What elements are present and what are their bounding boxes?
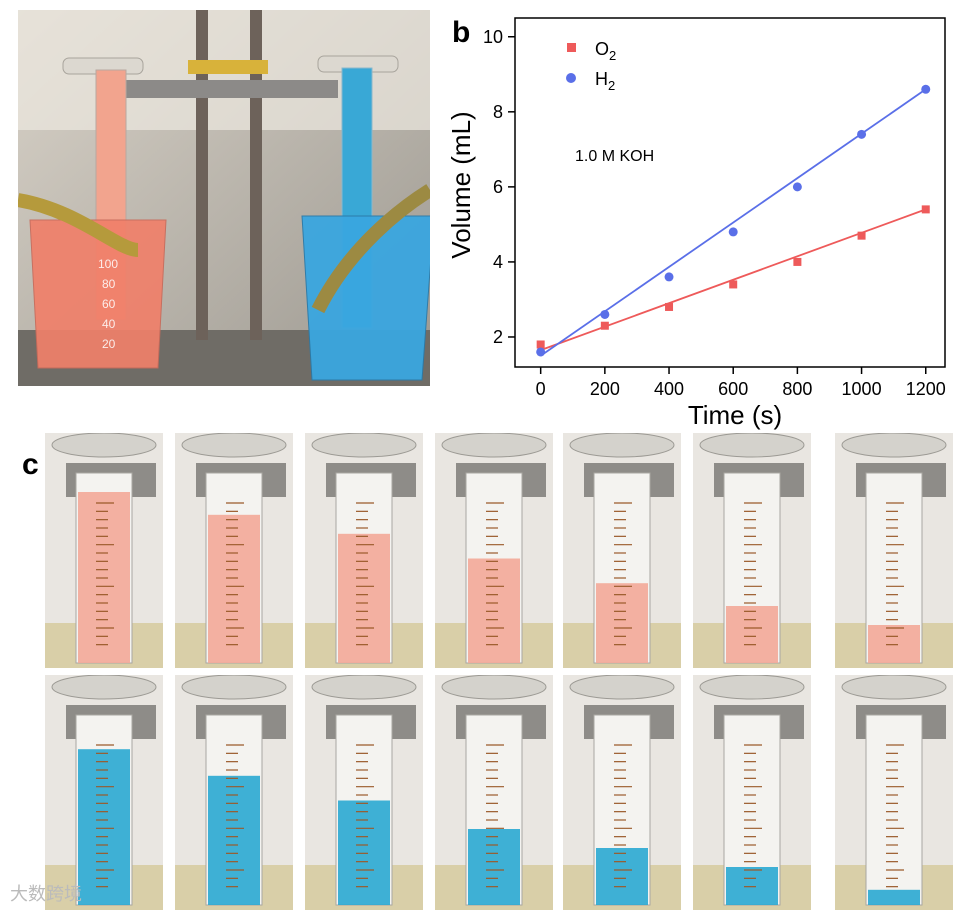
x-tick-label: 400 (654, 379, 684, 399)
y-tick-label: 4 (493, 252, 503, 272)
legend-label-h2: H2 (595, 69, 615, 93)
o2-tube-photo (175, 433, 293, 668)
x-tick-label: 200 (590, 379, 620, 399)
data-point-h2 (921, 84, 931, 94)
data-point-h2 (600, 309, 610, 319)
o2-tube-photo (563, 433, 681, 668)
y-tick-label: 2 (493, 327, 503, 347)
liquid-column (726, 606, 778, 663)
legend-label-o2: O2 (595, 39, 616, 63)
x-tick-label: 1000 (842, 379, 882, 399)
data-point-o2 (665, 302, 674, 311)
o2-tube-photo (835, 433, 953, 668)
x-tick-label: 1200 (906, 379, 946, 399)
beaker-scale-label: 40 (102, 317, 116, 331)
plot-area-frame (514, 17, 946, 368)
x-tick-label: 0 (536, 379, 546, 399)
data-point-o2 (729, 280, 738, 289)
o2-tube-photo (305, 433, 423, 668)
data-point-o2 (536, 340, 545, 349)
data-point-o2 (921, 205, 930, 214)
stand-rod-left (196, 10, 208, 340)
data-point-h2 (728, 227, 738, 237)
h2-tube-photo (835, 675, 953, 910)
o2-tube-photo (45, 433, 163, 668)
tube-left (18, 193, 139, 257)
chart-annotation: 1.0 M KOH (575, 148, 654, 165)
volume-time-chart: 0 200 400 600 800 1000 1200 2 4 6 8 10 Time (s) Vol… (446, 17, 946, 430)
data-point-h2 (536, 347, 546, 357)
beaker-scale-label: 80 (102, 277, 116, 291)
h2-tube-photo (693, 675, 811, 910)
beaker-scale-label: 100 (98, 257, 118, 271)
y-tick-label: 8 (493, 102, 503, 122)
beaker-o2 (29, 219, 167, 369)
tube-right (311, 184, 430, 314)
data-point-h2 (792, 182, 802, 192)
y-tick-label: 6 (493, 177, 503, 197)
legend-marker-h2 (566, 73, 576, 83)
liquid-column (596, 583, 648, 663)
y-tick-label: 10 (483, 27, 503, 47)
h2-tube-photo (175, 675, 293, 910)
h2-tube-photo (563, 675, 681, 910)
o2-tube-photo (693, 433, 811, 668)
beaker-scale-label: 60 (102, 297, 116, 311)
h2-tube-photo (305, 675, 423, 910)
data-point-h2 (857, 129, 867, 139)
o2-tube-photo (435, 433, 553, 668)
data-point-o2 (857, 231, 866, 240)
data-point-h2 (664, 272, 674, 282)
liquid-column (868, 889, 920, 905)
clamp-bar (108, 80, 338, 98)
h2-tube-photo (45, 675, 163, 910)
liquid-column (868, 625, 920, 663)
electrolysis-setup-photo: 100 80 60 40 20 (18, 10, 430, 386)
data-point-o2 (793, 257, 802, 266)
x-tick-label: 600 (718, 379, 748, 399)
y-axis-label: Volume (mL) (446, 111, 476, 258)
panel-label-b: b (452, 16, 471, 49)
liquid-column (78, 749, 130, 905)
panel-label-c: c (22, 448, 39, 481)
liquid-column (726, 867, 778, 905)
liquid-column (468, 829, 520, 905)
legend-marker-o2 (567, 43, 576, 52)
stand-rod-right (250, 10, 262, 340)
beaker-scale-label: 20 (102, 337, 116, 351)
data-point-o2 (600, 321, 609, 330)
liquid-column (596, 848, 648, 905)
liquid-column (338, 533, 390, 663)
fit-line-h2 (540, 88, 927, 357)
liquid-column (208, 775, 260, 905)
h2-tube-photo (435, 675, 553, 910)
x-tick-label: 800 (782, 379, 812, 399)
watermark-text: 大数跨境 (10, 884, 82, 905)
liquid-column (208, 514, 260, 663)
x-axis-label: Time (s) (688, 400, 782, 430)
